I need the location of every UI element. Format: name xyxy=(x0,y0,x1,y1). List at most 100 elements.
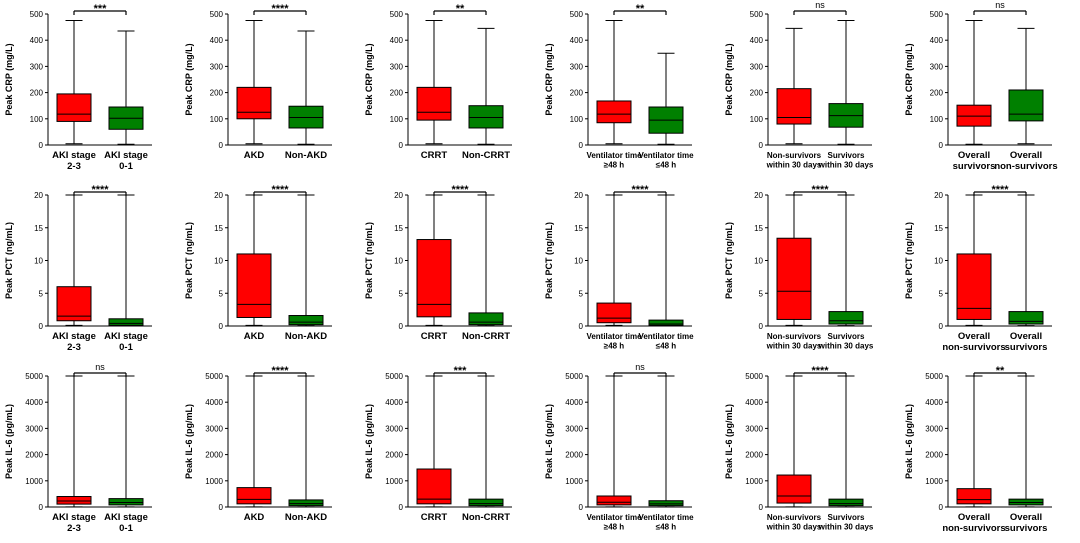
y-tick-label: 20 xyxy=(34,191,43,200)
category-label-line: Overall xyxy=(1010,512,1042,523)
category-label: Overall survivors xyxy=(1005,331,1048,353)
y-tick-label: 400 xyxy=(570,36,584,45)
iqr-box xyxy=(776,237,812,320)
category-label-line: Overall xyxy=(1010,150,1042,161)
y-tick-label: 10 xyxy=(574,257,583,266)
box-plot-svg: 0 5 10 15 20 Peak PCT (ng/mL) AKD Non-AKD **** xyxy=(184,184,332,342)
y-tick-label: 0 xyxy=(759,503,764,512)
iqr-box xyxy=(776,474,812,504)
significance-label: *** xyxy=(454,365,468,377)
y-tick-label: 200 xyxy=(210,89,224,98)
y-tick-label: 15 xyxy=(934,224,943,233)
box-plot-svg: 0 1000 2000 3000 4000 5000 Peak IL-6 (pg/mL) No… xyxy=(724,365,874,532)
y-tick-label: 5000 xyxy=(925,372,943,381)
category-label-line: within 30 days xyxy=(766,523,822,532)
y-tick-label: 4000 xyxy=(925,398,943,407)
category-label: AKD xyxy=(244,150,265,161)
category-label-line: Overall xyxy=(958,150,990,161)
box-red xyxy=(956,375,992,508)
y-tick-label: 1000 xyxy=(565,477,583,486)
y-tick-label: 0 xyxy=(579,322,584,331)
box-plot-panel: 0 100 200 300 400 500 Peak CRP (mg/L) Overall su… xyxy=(900,0,1080,181)
box-red xyxy=(776,27,812,145)
box-green xyxy=(1008,375,1044,508)
box-red xyxy=(956,20,992,145)
box-plot-svg: 0 100 200 300 400 500 Peak CRP (mg/L) Non-survi… xyxy=(724,0,874,170)
significance-label: **** xyxy=(811,365,829,377)
y-axis-label: Peak IL-6 (pg/mL) xyxy=(364,404,374,479)
significance-label: ns xyxy=(815,0,825,10)
box-plot-panel: 0 5 10 15 20 Peak PCT (ng/mL) Non-survivors wit… xyxy=(720,181,900,362)
category-label-line: Non-survivors xyxy=(767,513,822,522)
category-label: AKI stage 2-3 xyxy=(52,331,96,353)
category-label-line: 2-3 xyxy=(67,523,81,534)
box-red xyxy=(776,375,812,508)
iqr-box xyxy=(1008,89,1044,122)
category-label: Ventilator time ≥48 h xyxy=(586,513,642,532)
category-label-line: Non-AKD xyxy=(285,331,327,342)
box-green xyxy=(648,375,684,508)
category-label-line: Non-AKD xyxy=(285,512,327,523)
y-tick-label: 500 xyxy=(930,10,944,19)
category-label-line: Survivors xyxy=(828,332,865,341)
y-tick-label: 20 xyxy=(574,191,583,200)
category-label: Survivors within 30 days xyxy=(818,513,874,532)
category-label: Non-AKD xyxy=(285,512,327,523)
y-tick-label: 200 xyxy=(930,89,944,98)
y-tick-label: 0 xyxy=(579,141,584,150)
y-tick-label: 20 xyxy=(934,191,943,200)
y-tick-label: 0 xyxy=(939,322,944,331)
significance-label: **** xyxy=(271,365,289,377)
y-tick-label: 5 xyxy=(939,289,944,298)
category-label-line: survivors xyxy=(953,161,996,172)
iqr-box xyxy=(828,311,864,325)
y-tick-label: 1000 xyxy=(385,477,403,486)
box-red xyxy=(596,375,632,508)
category-label-line: 0-1 xyxy=(119,161,133,172)
significance-label: **** xyxy=(91,184,109,196)
y-tick-label: 300 xyxy=(210,62,224,71)
y-tick-label: 100 xyxy=(750,115,764,124)
box-red xyxy=(56,20,92,145)
y-tick-label: 0 xyxy=(759,141,764,150)
box-plot-panel: 0 5 10 15 20 Peak PCT (ng/mL) Overall non-survi… xyxy=(900,181,1080,362)
category-label-line: within 30 days xyxy=(818,523,874,532)
y-tick-label: 15 xyxy=(214,224,223,233)
y-tick-label: 0 xyxy=(759,322,764,331)
significance-label: *** xyxy=(94,3,108,15)
y-axis-label: Peak PCT (ng/mL) xyxy=(4,222,14,299)
box-green xyxy=(468,194,504,327)
significance-label: **** xyxy=(991,184,1009,196)
category-label-line: Survivors xyxy=(828,513,865,522)
y-tick-label: 500 xyxy=(210,10,224,19)
category-label-line: ≥48 h xyxy=(604,523,625,532)
category-label-line: AKD xyxy=(244,331,265,342)
category-label: Overall non-survivors xyxy=(942,331,1005,353)
category-label: Non-survivors within 30 days xyxy=(766,513,822,532)
category-label: AKI stage 2-3 xyxy=(52,150,96,172)
y-tick-label: 0 xyxy=(39,503,44,512)
y-tick-label: 5000 xyxy=(565,372,583,381)
y-tick-label: 5 xyxy=(759,289,764,298)
significance-label: ** xyxy=(456,3,465,15)
box-green xyxy=(288,375,324,508)
y-axis-label: Peak PCT (ng/mL) xyxy=(184,222,194,299)
y-axis-label: Peak IL-6 (pg/mL) xyxy=(904,404,914,479)
category-label-line: Non-CRRT xyxy=(462,150,510,161)
category-label-line: ≥48 h xyxy=(604,161,625,170)
category-label-line: Overall xyxy=(958,331,990,342)
category-label-line: AKI stage xyxy=(104,150,148,161)
y-tick-label: 5 xyxy=(579,289,584,298)
box-plot-svg: 0 5 10 15 20 Peak PCT (ng/mL) Non-survivors wit… xyxy=(724,184,874,351)
y-axis-label: Peak IL-6 (pg/mL) xyxy=(544,404,554,479)
box-red xyxy=(956,194,992,326)
y-axis-label: Peak PCT (ng/mL) xyxy=(724,222,734,299)
category-label-line: AKI stage xyxy=(52,331,96,342)
category-label: Non-survivors within 30 days xyxy=(766,332,822,351)
box-plot-panel: 0 100 200 300 400 500 Peak CRP (mg/L) Ventilato… xyxy=(540,0,720,181)
box-plot-svg: 0 100 200 300 400 500 Peak CRP (mg/L) AKI stage… xyxy=(4,3,152,172)
box-plot-svg: 0 1000 2000 3000 4000 5000 Peak IL-6 (pg/mL) CR… xyxy=(364,365,512,523)
iqr-box xyxy=(596,100,632,124)
category-label: Overall survivors xyxy=(953,150,996,172)
